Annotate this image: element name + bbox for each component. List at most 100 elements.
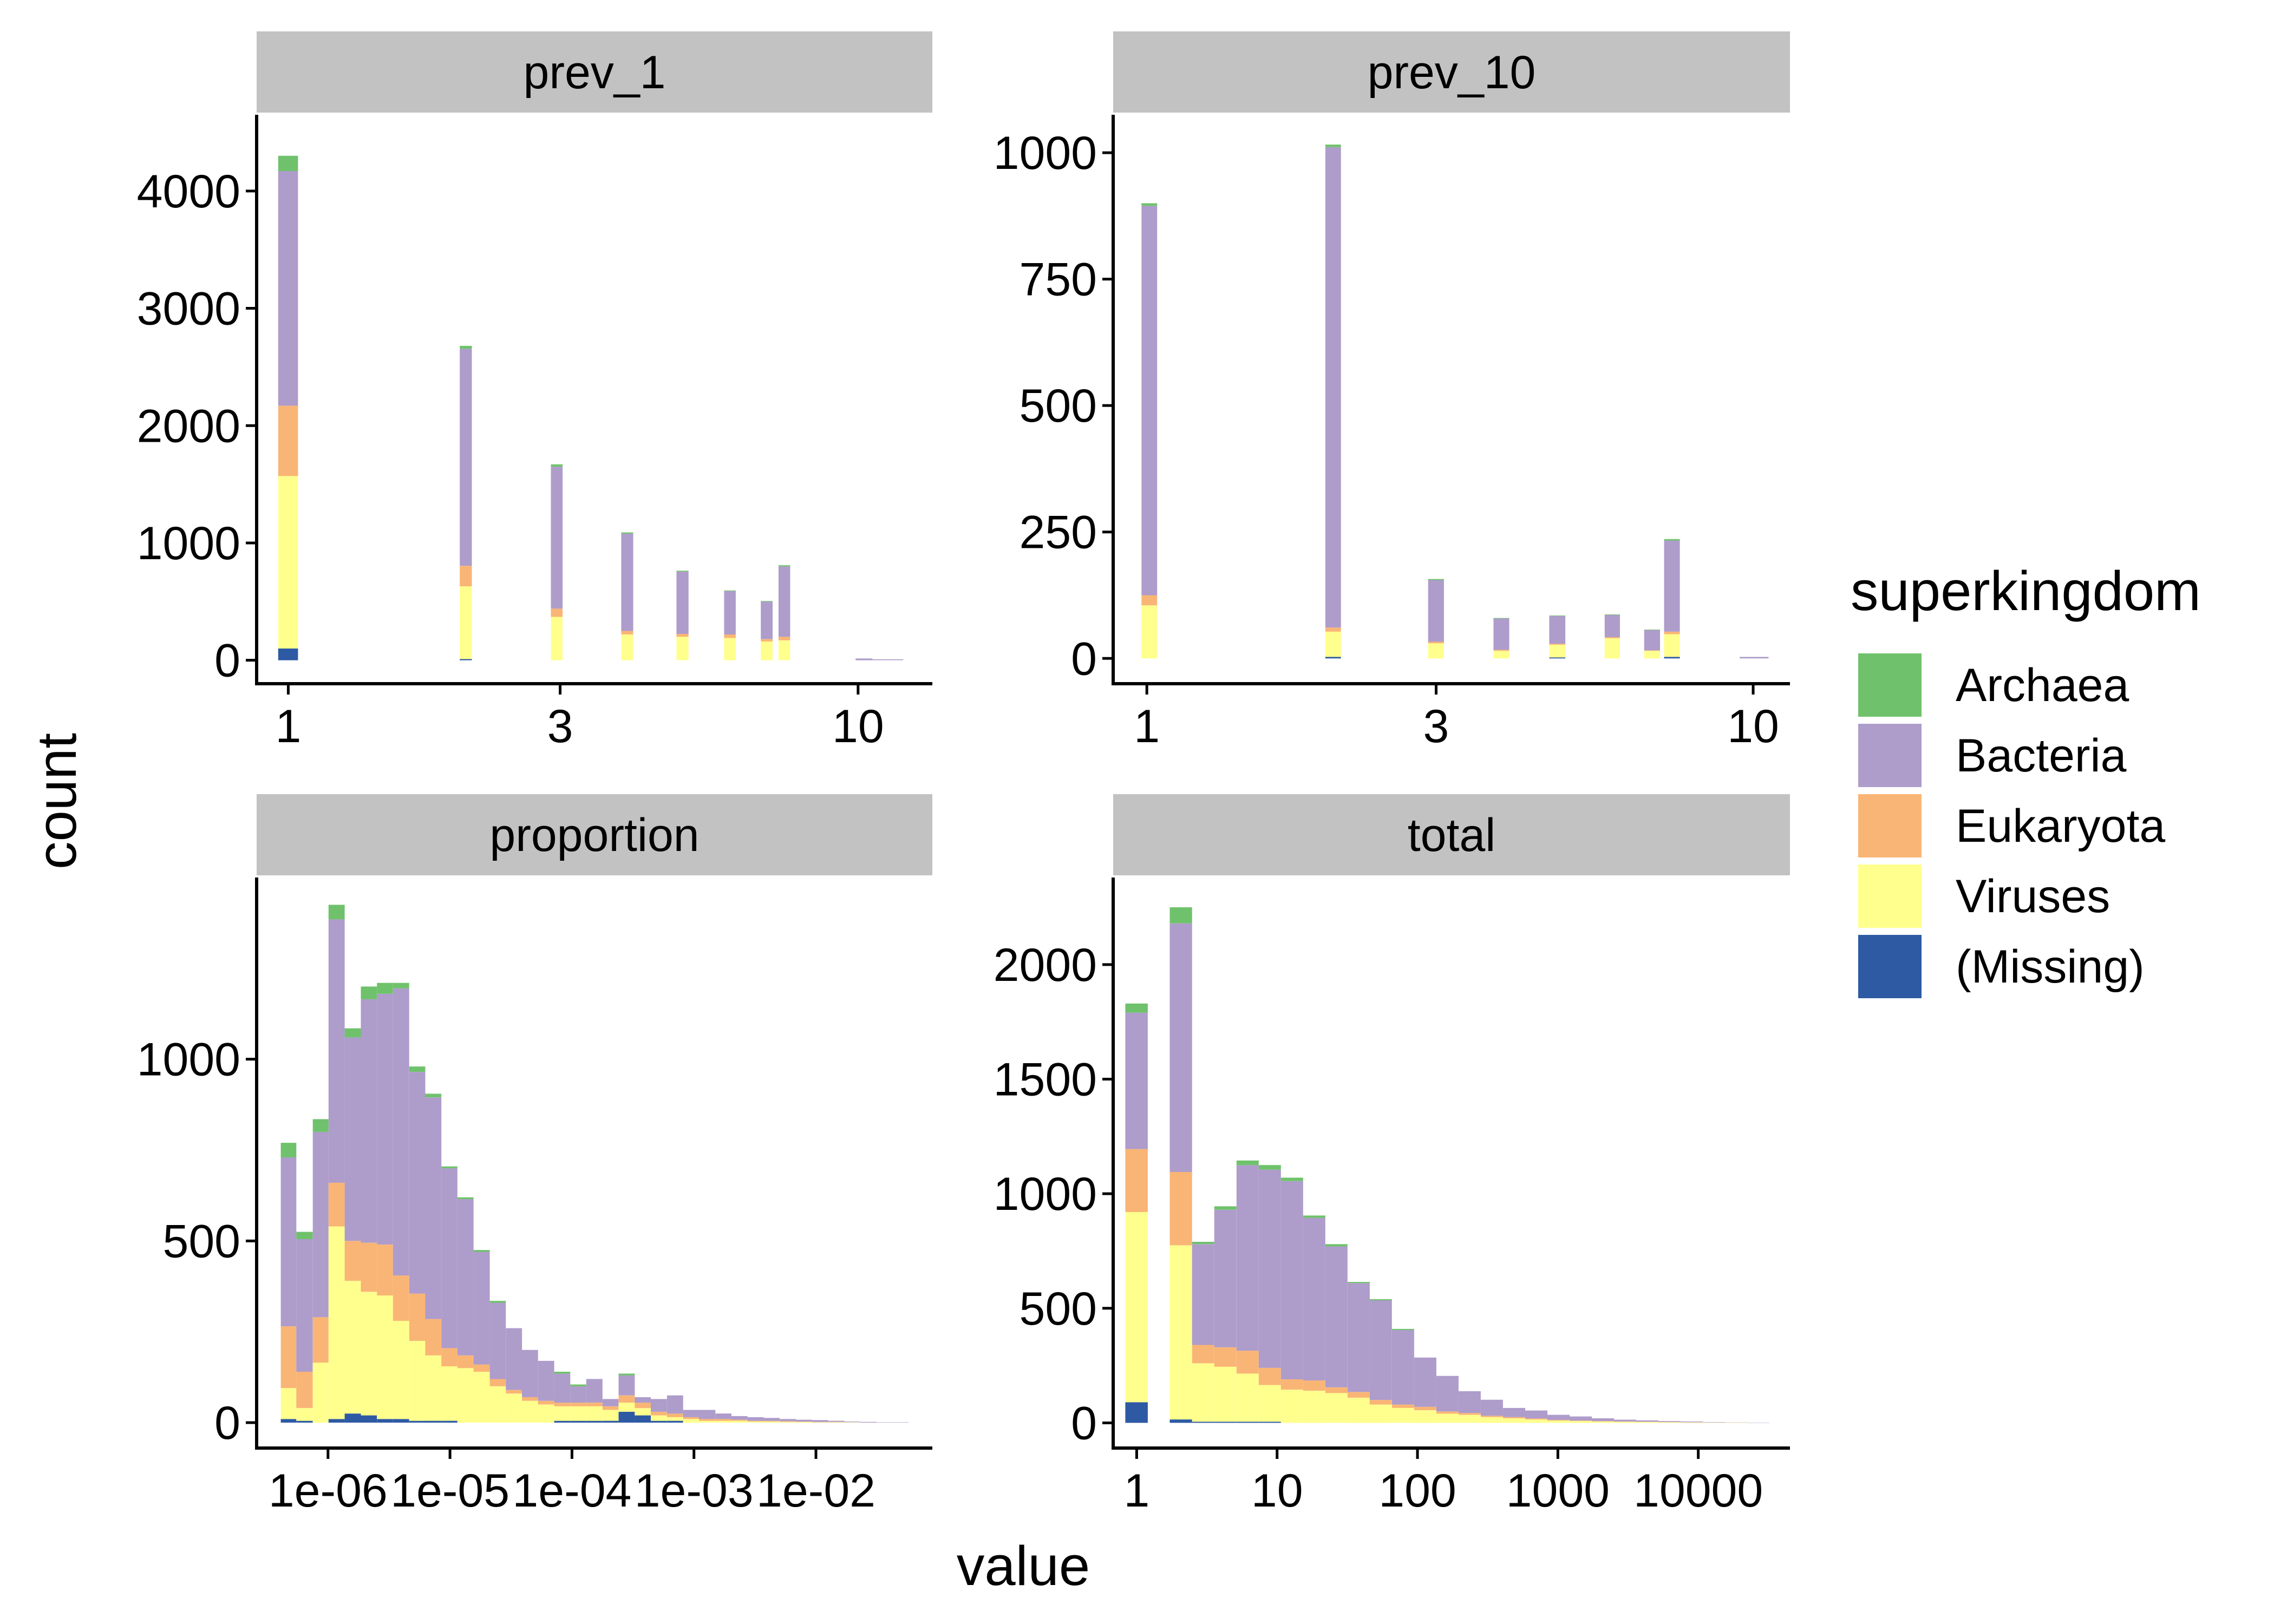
bar-segment-bacteria bbox=[1258, 1169, 1281, 1368]
bar-segment-eukaryota bbox=[618, 1395, 635, 1403]
bar-segment-eukaryota bbox=[460, 566, 472, 587]
bar-segment-viruses bbox=[570, 1406, 586, 1421]
bar-segment-viruses bbox=[761, 641, 773, 660]
y-tick-label: 1000 bbox=[137, 1034, 240, 1086]
facet-strip bbox=[257, 31, 932, 113]
bar-segment-eukaryota bbox=[1125, 1149, 1148, 1212]
panel-proportion: proportion 0 500 1000 1e-06 1e-05 1e-04 1e-03 1e… bbox=[137, 794, 932, 1517]
legend-item-archaea: Archaea bbox=[1858, 653, 2129, 717]
bar-segment-bacteria bbox=[1169, 923, 1192, 1172]
bar-segment-viruses bbox=[651, 1415, 667, 1421]
y-tick-label: 1000 bbox=[137, 518, 240, 569]
bar-segment-eukaryota bbox=[296, 1372, 313, 1409]
bar-segment-archaea bbox=[328, 905, 345, 920]
bar-segment-viruses bbox=[1493, 651, 1510, 659]
legend-key bbox=[1858, 935, 1922, 998]
bar-segment-eukaryota bbox=[1214, 1347, 1237, 1367]
bar-segment-viruses bbox=[344, 1281, 361, 1414]
x-tick-label: 1000 bbox=[1506, 1465, 1610, 1517]
bar-segment-viruses bbox=[1644, 651, 1660, 659]
y-tick-label: 0 bbox=[214, 1397, 240, 1449]
bar-segment-viruses bbox=[1325, 631, 1341, 657]
bar-segment-viruses bbox=[780, 1422, 796, 1423]
y-tick-label: 0 bbox=[214, 635, 240, 687]
bar-segment-bacteria bbox=[377, 993, 393, 1245]
bar-segment-archaea bbox=[618, 1373, 635, 1376]
bar-segment-viruses bbox=[473, 1372, 490, 1423]
y-tick-label: 250 bbox=[1020, 507, 1097, 559]
bar-segment-viruses bbox=[1592, 1421, 1614, 1423]
bar-segment-bacteria bbox=[328, 919, 345, 1183]
bar-segment-archaea bbox=[1125, 1003, 1148, 1013]
bar-segment-viruses bbox=[778, 640, 790, 660]
bar-segment-eukaryota bbox=[812, 1422, 828, 1423]
bar-segment-bacteria bbox=[1525, 1410, 1547, 1419]
bar-segment-eukaryota bbox=[1414, 1406, 1436, 1411]
bar-segment-viruses bbox=[1525, 1419, 1547, 1423]
bar-segment-viruses bbox=[296, 1408, 313, 1421]
bar-segment-eukaryota bbox=[666, 1413, 683, 1417]
bar-segment-viruses bbox=[812, 1422, 828, 1423]
bar-segment-missing bbox=[409, 1420, 426, 1423]
facet-strip-label: total bbox=[1408, 809, 1496, 861]
bar-segment-eukaryota bbox=[586, 1403, 603, 1406]
bar-segment-viruses bbox=[441, 1366, 458, 1421]
bar-segment-bacteria bbox=[1428, 580, 1444, 642]
bar-segment-viruses bbox=[538, 1404, 554, 1423]
bar-segment-archaea bbox=[393, 983, 409, 988]
y-tick-label: 750 bbox=[1020, 254, 1097, 306]
bar-segment-missing bbox=[618, 1411, 635, 1423]
x-tick-label: 1e-04 bbox=[512, 1465, 631, 1517]
bar-segment-eukaryota bbox=[699, 1419, 716, 1421]
bar-segment-viruses bbox=[602, 1410, 619, 1421]
bar-segment-bacteria bbox=[1547, 1415, 1570, 1420]
facet-strip-label: proportion bbox=[489, 809, 699, 861]
y-tick-label: 500 bbox=[1020, 1283, 1097, 1335]
bar-segment-eukaryota bbox=[1369, 1400, 1392, 1405]
bar-segment-eukaryota bbox=[441, 1348, 458, 1366]
bar-segment-eukaryota bbox=[1480, 1416, 1503, 1417]
y-tick-label: 1000 bbox=[994, 127, 1097, 179]
bar-segment-archaea bbox=[1280, 1177, 1303, 1181]
bar-segment-eukaryota bbox=[635, 1403, 651, 1409]
bar-segment-missing bbox=[1236, 1422, 1259, 1423]
x-tick-label: 10 bbox=[1251, 1465, 1303, 1517]
bar-segment-bacteria bbox=[872, 659, 904, 660]
bar-segment-bacteria bbox=[1391, 1330, 1414, 1405]
x-tick-label: 1 bbox=[1134, 700, 1160, 752]
bar-segment-bacteria bbox=[280, 1157, 297, 1327]
bar-segment-bacteria bbox=[1192, 1244, 1214, 1345]
bar-segment-eukaryota bbox=[377, 1245, 393, 1296]
bar-segment-bacteria bbox=[1125, 1012, 1148, 1149]
bars bbox=[280, 905, 909, 1423]
bar-segment-bacteria bbox=[473, 1252, 490, 1365]
bar-segment-missing bbox=[1192, 1422, 1214, 1423]
bar-segment-viruses bbox=[1280, 1390, 1303, 1423]
bar-segment-viruses bbox=[1192, 1363, 1214, 1422]
bar-segment-bacteria bbox=[877, 1422, 893, 1423]
bar-segment-missing bbox=[460, 659, 472, 660]
bar-segment-missing bbox=[344, 1413, 361, 1423]
bar-segment-archaea bbox=[1549, 615, 1566, 616]
legend-item-viruses: Viruses bbox=[1858, 865, 2110, 928]
bar-segment-bacteria bbox=[1644, 630, 1660, 651]
bar-segment-viruses bbox=[1391, 1407, 1414, 1423]
bar-segment-viruses bbox=[747, 1422, 764, 1423]
bar-segment-bacteria bbox=[778, 566, 790, 637]
bar-segment-viruses bbox=[522, 1400, 538, 1423]
bar-segment-bacteria bbox=[1604, 614, 1620, 637]
bar-segment-viruses bbox=[489, 1386, 506, 1423]
bar-segment-eukaryota bbox=[1303, 1380, 1325, 1391]
bar-segment-viruses bbox=[666, 1417, 683, 1421]
x-tick-label: 3 bbox=[1423, 700, 1449, 752]
bar-segment-bacteria bbox=[651, 1399, 667, 1412]
bar-segment-eukaryota bbox=[551, 608, 563, 617]
bar-segment-eukaryota bbox=[1658, 1422, 1681, 1423]
bar-segment-eukaryota bbox=[457, 1355, 474, 1368]
bar-segment-eukaryota bbox=[1428, 641, 1444, 644]
bar-segment-bacteria bbox=[747, 1417, 764, 1421]
bar-segment-viruses bbox=[551, 617, 563, 660]
bar-segment-bacteria bbox=[278, 171, 298, 406]
bar-segment-archaea bbox=[1303, 1215, 1325, 1218]
bar-segment-missing bbox=[586, 1420, 603, 1423]
